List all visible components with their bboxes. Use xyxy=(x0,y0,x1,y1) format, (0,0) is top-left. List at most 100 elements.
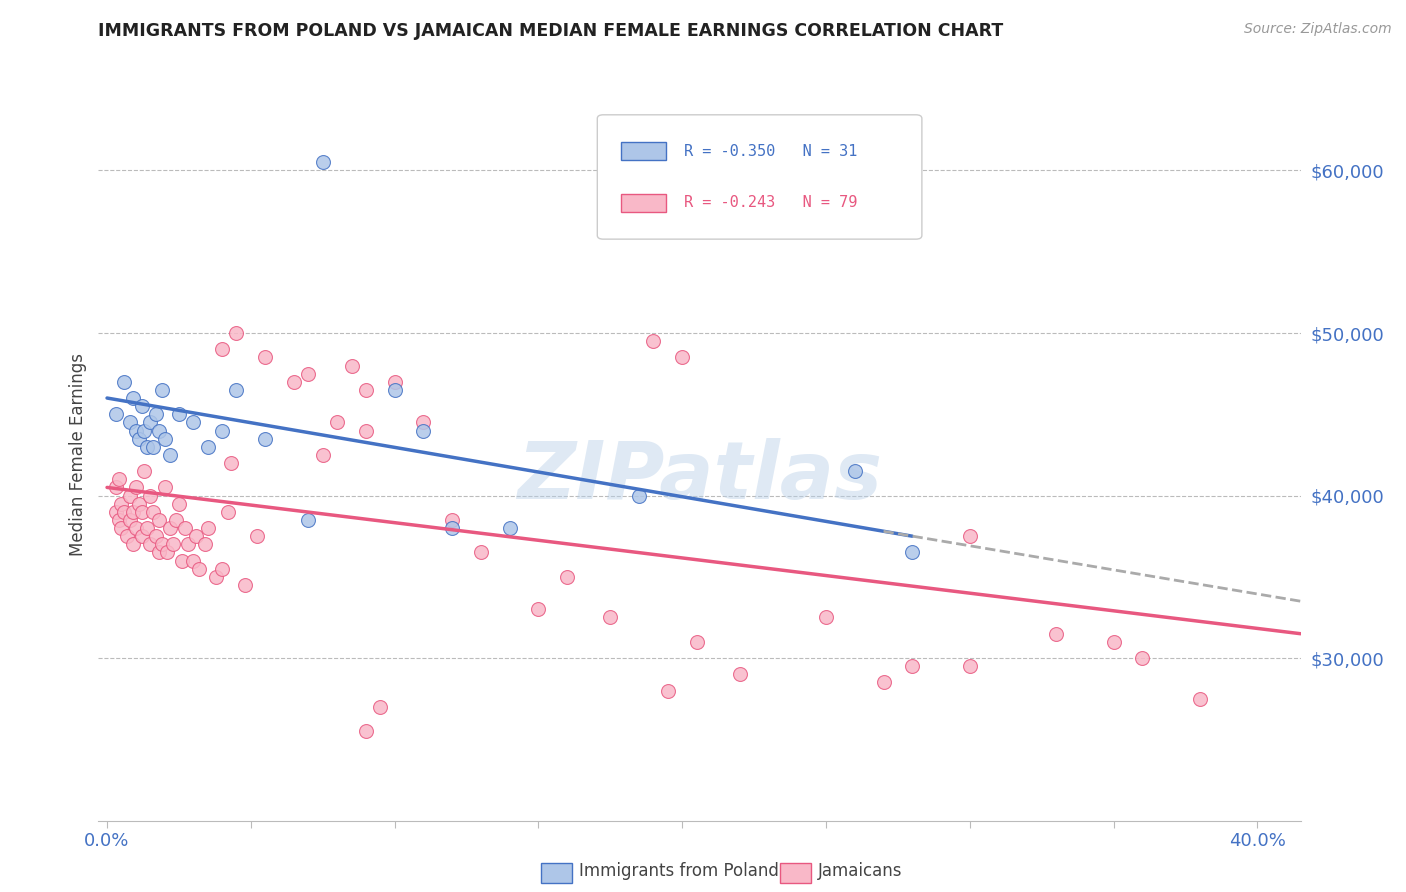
Point xyxy=(312,448,335,462)
Point xyxy=(354,424,377,438)
Text: R = -0.350   N = 31: R = -0.350 N = 31 xyxy=(685,144,858,159)
Point xyxy=(470,545,492,559)
Point xyxy=(1102,635,1125,649)
Point xyxy=(599,610,621,624)
Point xyxy=(412,416,434,430)
Point xyxy=(1188,691,1211,706)
FancyBboxPatch shape xyxy=(621,194,666,212)
Point xyxy=(122,505,145,519)
Point xyxy=(104,480,127,494)
Point xyxy=(153,480,176,494)
Point xyxy=(167,407,190,421)
Point xyxy=(131,529,153,543)
Point xyxy=(134,424,156,438)
Point xyxy=(142,440,165,454)
Point xyxy=(872,675,894,690)
Point xyxy=(340,359,363,373)
Point xyxy=(815,610,838,624)
Point xyxy=(384,375,406,389)
Point xyxy=(107,472,129,486)
Point xyxy=(555,570,578,584)
Point xyxy=(728,667,751,681)
Point xyxy=(186,529,208,543)
Point xyxy=(657,683,679,698)
Point xyxy=(246,529,269,543)
Point xyxy=(643,334,665,348)
Point xyxy=(162,537,184,551)
Point xyxy=(441,513,464,527)
Point xyxy=(131,505,153,519)
Point xyxy=(139,537,162,551)
Point xyxy=(150,383,173,397)
Point xyxy=(1130,651,1153,665)
Point xyxy=(368,699,391,714)
Point xyxy=(188,562,211,576)
Point xyxy=(211,343,233,357)
Point xyxy=(125,424,148,438)
Point xyxy=(159,448,181,462)
Point xyxy=(156,545,179,559)
Point xyxy=(107,513,129,527)
Point xyxy=(165,513,187,527)
Point xyxy=(297,367,319,381)
Point xyxy=(136,440,159,454)
Point xyxy=(354,383,377,397)
Point xyxy=(148,545,170,559)
FancyBboxPatch shape xyxy=(598,115,922,239)
Point xyxy=(326,416,349,430)
Text: R = -0.243   N = 79: R = -0.243 N = 79 xyxy=(685,195,858,211)
Point xyxy=(194,537,217,551)
Point xyxy=(197,440,219,454)
Point xyxy=(197,521,219,535)
Point xyxy=(122,537,145,551)
Point xyxy=(148,513,170,527)
Point xyxy=(134,464,156,478)
Point xyxy=(671,351,693,365)
Point xyxy=(225,326,247,340)
Y-axis label: Median Female Earnings: Median Female Earnings xyxy=(69,353,87,557)
Point xyxy=(527,602,550,616)
Point xyxy=(312,155,335,169)
Point xyxy=(150,537,173,551)
Point xyxy=(254,351,277,365)
Text: ZIPatlas: ZIPatlas xyxy=(517,438,882,516)
Point xyxy=(125,480,148,494)
Point xyxy=(120,489,142,503)
Point xyxy=(959,529,981,543)
Point xyxy=(115,529,138,543)
Point xyxy=(441,521,464,535)
Point xyxy=(120,513,142,527)
Point xyxy=(170,553,193,567)
Point xyxy=(104,505,127,519)
Point xyxy=(685,635,707,649)
Text: IMMIGRANTS FROM POLAND VS JAMAICAN MEDIAN FEMALE EARNINGS CORRELATION CHART: IMMIGRANTS FROM POLAND VS JAMAICAN MEDIA… xyxy=(98,22,1004,40)
Point xyxy=(901,545,924,559)
Point xyxy=(110,497,132,511)
Point xyxy=(131,399,153,413)
Point xyxy=(139,489,162,503)
Point xyxy=(844,464,866,478)
Point xyxy=(110,521,132,535)
Point xyxy=(112,375,135,389)
Text: Jamaicans: Jamaicans xyxy=(818,863,903,880)
Point xyxy=(104,407,127,421)
Point xyxy=(145,407,167,421)
Point xyxy=(112,505,135,519)
Point xyxy=(211,424,233,438)
Point xyxy=(128,432,150,446)
Point xyxy=(283,375,305,389)
Point xyxy=(139,416,162,430)
FancyBboxPatch shape xyxy=(621,142,666,161)
Point xyxy=(183,553,205,567)
Point xyxy=(159,521,181,535)
Point xyxy=(901,659,924,673)
Point xyxy=(233,578,256,592)
Point xyxy=(205,570,228,584)
Point xyxy=(959,659,981,673)
Point xyxy=(412,424,434,438)
Point xyxy=(183,416,205,430)
Point xyxy=(628,489,651,503)
Point xyxy=(225,383,247,397)
Point xyxy=(297,513,319,527)
Point xyxy=(128,497,150,511)
